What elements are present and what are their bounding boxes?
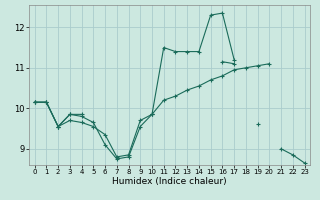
X-axis label: Humidex (Indice chaleur): Humidex (Indice chaleur) (112, 177, 227, 186)
